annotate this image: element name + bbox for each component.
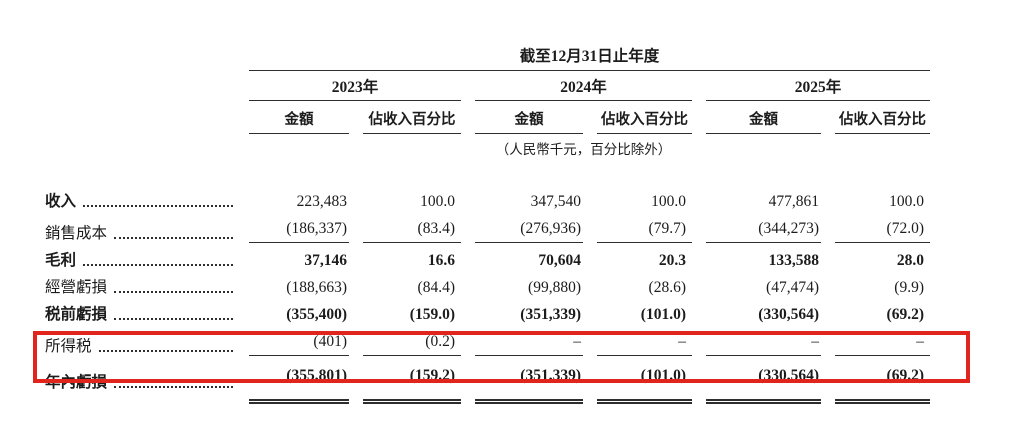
- pct-2024: –: [597, 324, 692, 356]
- empty-cell: [45, 134, 235, 160]
- amount-2025: (47,474): [766, 279, 819, 296]
- amount-2023: (188,663): [286, 279, 347, 296]
- dot-leader: [114, 318, 233, 320]
- row-label-cell: 毛利: [45, 243, 235, 270]
- row-label-cell: 所得税: [45, 324, 235, 356]
- year-header-row: 2023年 2024年 2025年: [45, 71, 930, 101]
- amount-header-2023: 金額: [249, 101, 349, 134]
- pct-2025: (72.0): [835, 211, 930, 243]
- amount-2025: –: [706, 324, 821, 356]
- amount-2024: (276,936): [475, 211, 583, 243]
- amount-2024: (351,339): [520, 306, 581, 323]
- row-label-cell: 税前虧損: [45, 297, 235, 324]
- row-label-cell: 年內虧損: [45, 356, 235, 404]
- pct-2025: (69.2): [835, 356, 930, 404]
- table-row-loss-before-tax: 税前虧損 (355,400) (159.0) (351,339) (101.0)…: [45, 297, 930, 324]
- empty-cell: [45, 71, 235, 101]
- pct-header-2023: 佔收入百分比: [363, 101, 461, 134]
- spacer-row: [45, 160, 930, 184]
- empty-cell: [45, 101, 235, 134]
- table-row-operating-loss: 經營虧損 (188,663) (84.4) (99,880) (28.6) (4…: [45, 270, 930, 297]
- row-label-cell: 經營虧損: [45, 270, 235, 297]
- pct-2024: (101.0): [640, 306, 686, 323]
- amount-2024: 70,604: [538, 252, 581, 269]
- pct-2023: (159.0): [409, 306, 455, 323]
- pct-2025: (69.2): [886, 306, 924, 323]
- unit-note: （人民幣千元，百分比除外）: [495, 142, 672, 157]
- pct-2025: (9.9): [894, 279, 924, 296]
- pct-2023: (83.4): [363, 211, 461, 243]
- pct-header-2025: 佔收入百分比: [835, 101, 930, 134]
- amount-header-2025: 金額: [706, 101, 821, 134]
- amount-2023: (401): [249, 324, 349, 356]
- pct-2023: (84.4): [417, 279, 455, 296]
- row-label: 經營虧損: [45, 279, 108, 296]
- dot-leader: [114, 291, 233, 293]
- amount-2024: (351,339): [475, 356, 583, 404]
- row-label: 毛利: [45, 252, 77, 269]
- empty-cell: [706, 134, 930, 160]
- table-row-revenue: 收入 223,483 100.0 347,540 100.0 477,861 1…: [45, 184, 930, 211]
- dot-leader: [98, 350, 233, 352]
- pct-2025: 100.0: [889, 193, 924, 210]
- pct-2024: 20.3: [658, 252, 686, 269]
- pct-2023: (0.2): [363, 324, 461, 356]
- amount-2025: (344,273): [706, 211, 821, 243]
- income-statement-table: 截至12月31日止年度 2023年 2024年 2025年 金額 佔收入百分比 …: [31, 36, 944, 404]
- table-row-loss-for-year: 年內虧損 (355,801) (159.2) (351,339) (101.0)…: [45, 356, 930, 404]
- pct-2024: (79.7): [597, 211, 692, 243]
- subcolumn-header-row: 金額 佔收入百分比 金額 佔收入百分比 金額 佔收入百分比: [45, 101, 930, 134]
- year-header-2025: 2025年: [706, 71, 930, 101]
- amount-2025: (330,564): [758, 306, 819, 323]
- amount-2023: 37,146: [304, 252, 347, 269]
- pct-2023: 100.0: [420, 193, 455, 210]
- amount-2023: (186,337): [249, 211, 349, 243]
- row-label: 收入: [45, 193, 77, 210]
- pct-header-2024: 佔收入百分比: [597, 101, 692, 134]
- table-row-gross-profit: 毛利 37,146 16.6 70,604 20.3 133,588 28.0: [45, 243, 930, 270]
- spacer: [45, 160, 930, 184]
- row-label: 税前虧損: [45, 306, 108, 323]
- table-row-cost-of-sales: 銷售成本 (186,337) (83.4) (276,936) (79.7) (…: [45, 211, 930, 243]
- pct-2024: 100.0: [651, 193, 686, 210]
- row-label: 所得税: [45, 338, 92, 355]
- amount-2025: 477,861: [768, 193, 819, 210]
- amount-2023: 223,483: [296, 193, 347, 210]
- dot-leader: [114, 237, 233, 239]
- empty-cell: [249, 134, 461, 160]
- period-title: 截至12月31日止年度: [249, 36, 930, 71]
- amount-header-2024: 金額: [475, 101, 583, 134]
- amount-2024: 347,540: [530, 193, 581, 210]
- amount-2023: (355,400): [286, 306, 347, 323]
- pct-2025: –: [835, 324, 930, 356]
- row-label: 銷售成本: [45, 225, 108, 242]
- year-header-2024: 2024年: [475, 71, 692, 101]
- year-header-2023: 2023年: [249, 71, 461, 101]
- amount-2024: (99,880): [528, 279, 581, 296]
- pct-2024: (28.6): [648, 279, 686, 296]
- dot-leader: [83, 205, 233, 207]
- dot-leader: [114, 386, 233, 388]
- amount-2025: 133,588: [768, 252, 819, 269]
- dot-leader: [83, 264, 233, 266]
- pct-2023: (159.2): [363, 356, 461, 404]
- row-label-cell: 銷售成本: [45, 211, 235, 243]
- amount-2024: –: [475, 324, 583, 356]
- amount-2023: (355,801): [249, 356, 349, 404]
- empty-cell: [45, 36, 235, 71]
- pct-2023: 16.6: [427, 252, 455, 269]
- row-label: 年內虧損: [45, 374, 108, 391]
- pct-2025: 28.0: [896, 252, 924, 269]
- row-label-cell: 收入: [45, 184, 235, 211]
- table-row-income-tax: 所得税 (401) (0.2) – – – –: [45, 324, 930, 356]
- period-header-row: 截至12月31日止年度: [45, 36, 930, 71]
- pct-2024: (101.0): [597, 356, 692, 404]
- unit-note-row: （人民幣千元，百分比除外）: [45, 134, 930, 160]
- amount-2025: (330,564): [706, 356, 821, 404]
